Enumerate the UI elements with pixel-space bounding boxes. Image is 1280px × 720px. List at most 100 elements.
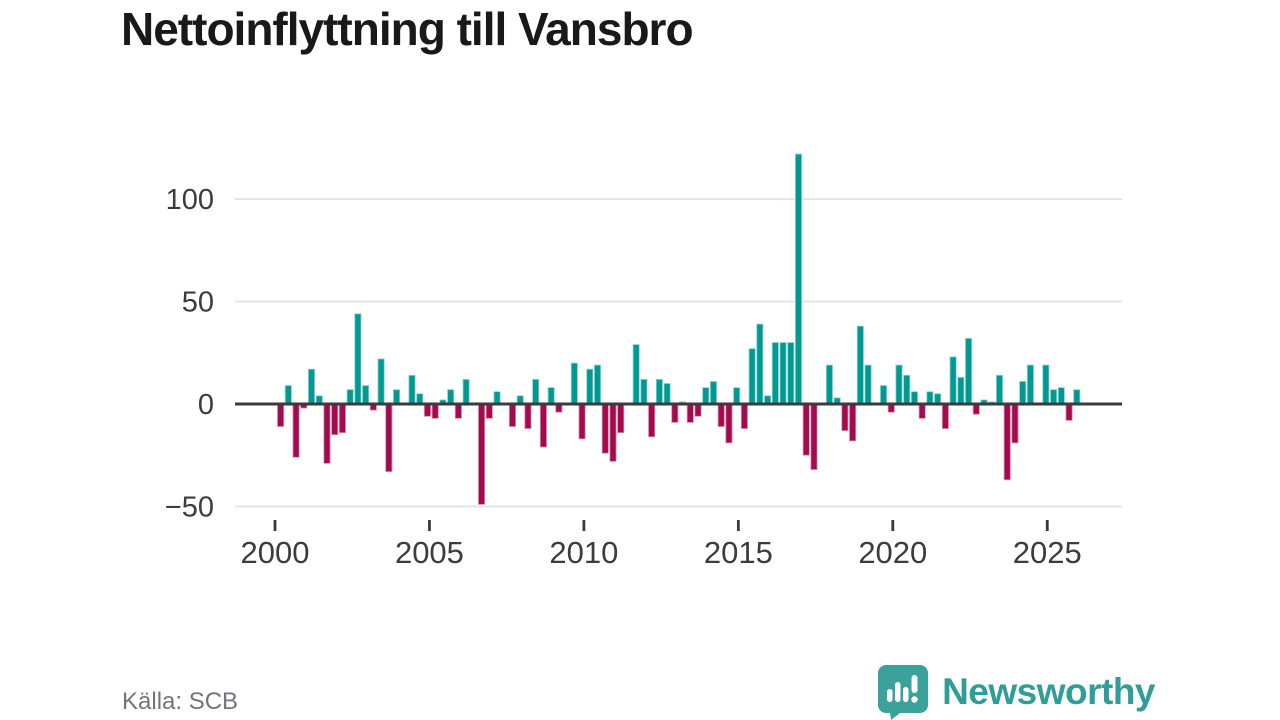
brand-lockup: Newsworthy	[876, 663, 1155, 720]
bar-2008-q3	[539, 403, 547, 448]
bar-2000-q2	[284, 385, 292, 405]
bar-2005-q4	[454, 403, 462, 419]
bar-2005-q3	[447, 389, 455, 405]
y-axis-label-0: 0	[198, 389, 214, 421]
bar-2010-q2	[594, 364, 602, 405]
bar-2003-q4	[393, 389, 401, 405]
bar-2025-q2	[1057, 387, 1065, 405]
bar-2000-q1	[277, 403, 285, 427]
bar-2014-q1	[709, 381, 717, 405]
bar-2017-q1	[802, 403, 810, 456]
bar-2005-q1	[431, 403, 439, 419]
bar-2023-q3	[1003, 403, 1011, 481]
bar-2023-q2	[995, 374, 1003, 405]
bar-2017-q4	[825, 364, 833, 405]
bar-2019-q1	[864, 364, 872, 405]
bar-2025-q3	[1065, 403, 1073, 421]
bar-2010-q3	[601, 403, 609, 454]
bar-2008-q1	[524, 403, 532, 429]
bar-2015-q2	[748, 348, 756, 405]
bar-2020-q2	[903, 374, 911, 405]
bar-2012-q3	[663, 383, 671, 405]
bar-2020-q3	[910, 391, 918, 405]
bar-2012-q2	[655, 379, 663, 405]
bar-2021-q4	[949, 356, 957, 405]
bar-2004-q3	[416, 393, 424, 405]
x-axis-tick-2025	[1045, 520, 1049, 531]
x-axis-tick-2015	[736, 520, 740, 531]
x-axis-tick-2005	[428, 520, 431, 531]
bar-2024-q1	[1019, 381, 1027, 405]
bar-2020-q1	[895, 364, 903, 405]
bar-2011-q1	[617, 403, 625, 434]
y-axis-label--50: −50	[165, 491, 214, 523]
x-axis-label-2000: 2000	[241, 535, 310, 570]
bar-2013-q3	[694, 403, 702, 417]
bar-2007-q3	[508, 403, 516, 427]
brand-wordmark: Newsworthy	[942, 670, 1155, 712]
bar-2016-q3	[787, 342, 795, 405]
y-axis-label-100: 100	[166, 184, 214, 216]
bar-2022-q2	[965, 338, 973, 405]
bar-2001-q3	[323, 403, 331, 464]
x-axis-label-2005: 2005	[395, 535, 464, 570]
newsworthy-logo-icon	[878, 665, 929, 720]
bar-2024-q4	[1042, 364, 1050, 405]
chart-title: Nettoinflyttning till Vansbro	[121, 3, 694, 55]
bar-2002-q4	[362, 385, 370, 405]
bar-2018-q4	[856, 325, 864, 405]
bar-2013-q2	[686, 403, 694, 423]
bar-2004-q4	[423, 403, 431, 417]
bar-2000-q3	[292, 403, 300, 458]
bar-2016-q4	[795, 153, 803, 405]
bar-2003-q2	[377, 358, 385, 405]
bar-2015-q1	[740, 403, 748, 429]
bar-2008-q4	[547, 387, 555, 405]
bar-2009-q3	[570, 362, 578, 405]
bar-2008-q2	[532, 379, 540, 405]
bar-2022-q3	[972, 403, 980, 415]
bar-2014-q3	[725, 403, 733, 444]
x-axis-label-2015: 2015	[704, 535, 773, 570]
bar-2011-q3	[632, 344, 640, 405]
bar-2019-q3	[880, 385, 888, 405]
bar-2011-q4	[640, 379, 648, 405]
x-axis-tick-2020	[891, 520, 895, 531]
bar-2025-q4	[1073, 389, 1081, 405]
bar-2021-q1	[926, 391, 934, 405]
bar-2024-q2	[1026, 364, 1034, 405]
bar-2010-q1	[586, 368, 594, 405]
x-axis-label-2020: 2020	[858, 535, 927, 570]
bar-2021-q3	[941, 403, 949, 429]
bar-2006-q4	[485, 403, 493, 419]
bar-2014-q4	[733, 387, 741, 405]
bar-2001-q1	[308, 368, 316, 405]
bar-2001-q4	[331, 403, 339, 436]
y-axis-label-50: 50	[182, 287, 214, 319]
bar-2006-q3	[478, 403, 486, 505]
bar-2022-q1	[957, 376, 965, 405]
bar-2004-q2	[408, 374, 416, 405]
bar-2012-q1	[648, 403, 656, 438]
bar-2006-q1	[462, 379, 470, 405]
bar-2015-q3	[756, 323, 764, 405]
bar-2016-q2	[779, 342, 787, 405]
x-axis-tick-2000	[273, 520, 277, 531]
bar-2002-q1	[338, 403, 346, 434]
x-axis-tick-2010	[582, 520, 586, 531]
bar-2018-q2	[841, 403, 849, 432]
bar-2023-q4	[1011, 403, 1019, 444]
bar-2007-q1	[493, 391, 501, 405]
bar-2009-q4	[578, 403, 586, 440]
bar-2003-q3	[385, 403, 393, 473]
bar-2012-q4	[671, 403, 679, 423]
bar-2013-q4	[702, 387, 710, 405]
x-axis-label-2010: 2010	[549, 535, 618, 570]
x-axis-label-2025: 2025	[1013, 535, 1082, 570]
bar-2017-q2	[810, 403, 818, 470]
bar-2020-q4	[918, 403, 926, 419]
bar-2010-q4	[609, 403, 617, 462]
bar-2021-q2	[934, 393, 942, 405]
